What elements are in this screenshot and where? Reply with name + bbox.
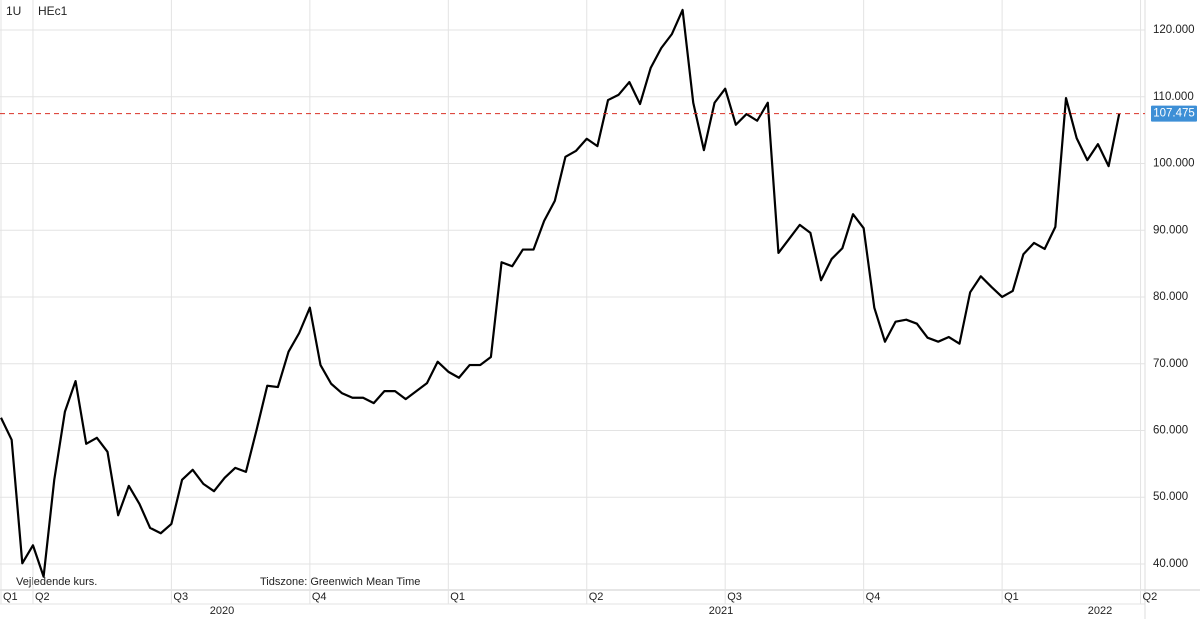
interval-label: 1U bbox=[6, 4, 21, 18]
year-label: 2020 bbox=[210, 605, 234, 617]
x-tick-label: Q4 bbox=[866, 591, 881, 603]
x-tick-label: Q1 bbox=[3, 591, 18, 603]
note: Tidszone: Greenwich Mean Time bbox=[260, 576, 420, 588]
price-line bbox=[0, 8, 1121, 578]
year-label: 2022 bbox=[1088, 605, 1112, 617]
x-tick-label: Q3 bbox=[173, 591, 188, 603]
y-tick-label: 70.000 bbox=[1153, 358, 1188, 370]
y-tick-label: 100.000 bbox=[1153, 158, 1195, 170]
y-tick-label: 90.000 bbox=[1153, 224, 1188, 236]
last-price-label: 107.475 bbox=[1153, 108, 1195, 120]
x-tick-label: Q2 bbox=[35, 591, 50, 603]
y-tick-label: 80.000 bbox=[1153, 291, 1188, 303]
year-label: 2021 bbox=[709, 605, 733, 617]
x-tick-label: Q2 bbox=[589, 591, 604, 603]
y-tick-label: 40.000 bbox=[1153, 558, 1188, 570]
last-price-tag bbox=[1151, 105, 1197, 122]
x-tick-label: Q1 bbox=[450, 591, 465, 603]
y-tick-label: 60.000 bbox=[1153, 424, 1188, 436]
grid bbox=[0, 0, 1145, 604]
x-tick-label: Q2 bbox=[1143, 591, 1158, 603]
symbol-label: HEc1 bbox=[38, 4, 68, 18]
x-tick-label: Q4 bbox=[312, 591, 327, 603]
x-tick-label: Q1 bbox=[1004, 591, 1019, 603]
y-tick-label: 110.000 bbox=[1153, 91, 1194, 103]
note: Vejledende kurs. bbox=[16, 576, 97, 588]
x-tick-label: Q3 bbox=[727, 591, 742, 603]
y-tick-label: 50.000 bbox=[1153, 491, 1188, 503]
y-tick-label: 120.000 bbox=[1153, 24, 1195, 36]
